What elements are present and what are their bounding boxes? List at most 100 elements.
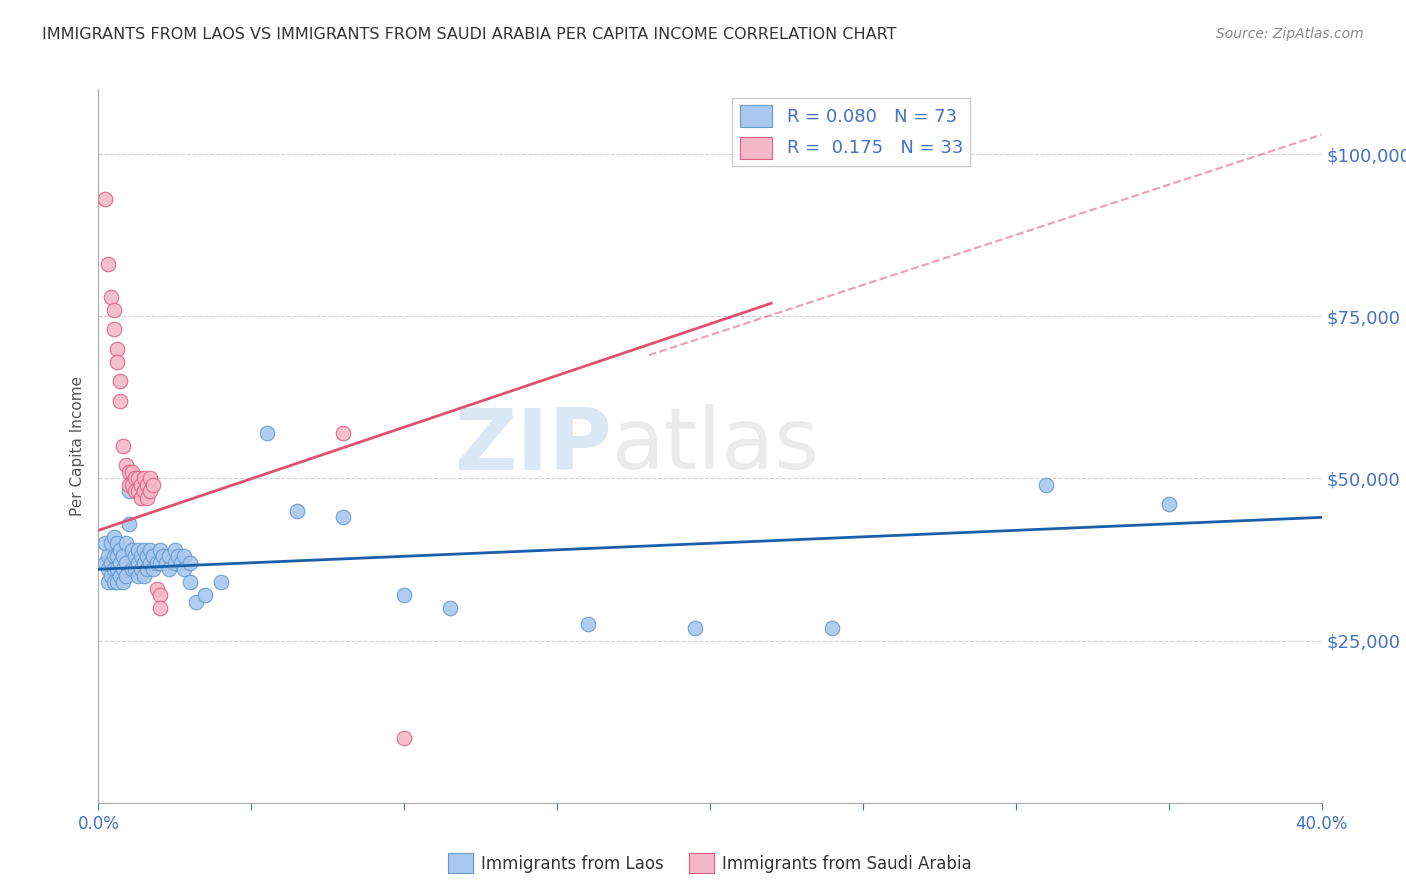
Point <box>121 562 143 576</box>
Point <box>124 562 146 576</box>
Point <box>149 601 172 615</box>
Point <box>105 536 128 550</box>
Text: atlas: atlas <box>612 404 820 488</box>
Point <box>134 556 156 570</box>
Point <box>105 562 128 576</box>
Point <box>136 549 159 564</box>
Point <box>111 562 134 576</box>
Point <box>111 575 134 590</box>
Point <box>121 465 143 479</box>
Point <box>129 478 152 492</box>
Point <box>118 478 141 492</box>
Point <box>121 542 143 557</box>
Point <box>179 556 201 570</box>
Point <box>105 549 128 564</box>
Point <box>134 568 156 582</box>
Point <box>157 549 180 564</box>
Point <box>149 556 172 570</box>
Point <box>97 549 120 564</box>
Point <box>1157 497 1180 511</box>
Point <box>105 342 128 356</box>
Point <box>111 549 134 564</box>
Point <box>332 510 354 524</box>
Point <box>167 549 190 564</box>
Point <box>163 556 186 570</box>
Point <box>124 549 146 564</box>
Point <box>127 556 149 570</box>
Point <box>97 575 120 590</box>
Point <box>93 556 115 570</box>
Point <box>170 556 193 570</box>
Point <box>145 556 167 570</box>
Point <box>103 322 125 336</box>
Point <box>285 504 308 518</box>
Point <box>142 549 165 564</box>
Point <box>103 549 125 564</box>
Point <box>139 542 162 557</box>
Point <box>142 478 165 492</box>
Point <box>108 393 131 408</box>
Point <box>1035 478 1057 492</box>
Point <box>118 516 141 531</box>
Text: Source: ZipAtlas.com: Source: ZipAtlas.com <box>1216 27 1364 41</box>
Point <box>256 425 278 440</box>
Point <box>149 542 172 557</box>
Point <box>149 588 172 602</box>
Point <box>186 595 208 609</box>
Point <box>105 575 128 590</box>
Point <box>93 536 115 550</box>
Point <box>139 556 162 570</box>
Point <box>124 471 146 485</box>
Point <box>115 568 138 582</box>
Point <box>129 562 152 576</box>
Text: ZIP: ZIP <box>454 404 612 488</box>
Point <box>105 354 128 368</box>
Point <box>93 193 115 207</box>
Point <box>103 302 125 317</box>
Point <box>155 556 177 570</box>
Point <box>142 562 165 576</box>
Text: IMMIGRANTS FROM LAOS VS IMMIGRANTS FROM SAUDI ARABIA PER CAPITA INCOME CORRELATI: IMMIGRANTS FROM LAOS VS IMMIGRANTS FROM … <box>42 27 897 42</box>
Point <box>173 549 195 564</box>
Point <box>821 621 844 635</box>
Point <box>100 290 122 304</box>
Point <box>129 491 152 505</box>
Point <box>115 556 138 570</box>
Point <box>134 542 156 557</box>
Point <box>129 549 152 564</box>
Point <box>392 731 416 745</box>
Point <box>124 484 146 499</box>
Point <box>108 568 131 582</box>
Point <box>576 617 599 632</box>
Point <box>136 491 159 505</box>
Point <box>115 536 138 550</box>
Point <box>103 562 125 576</box>
Point <box>118 484 141 499</box>
Point <box>100 536 122 550</box>
Point <box>100 568 122 582</box>
Point <box>136 478 159 492</box>
Point <box>127 568 149 582</box>
Point <box>179 575 201 590</box>
Point <box>157 562 180 576</box>
Point <box>97 257 120 271</box>
Point <box>111 439 134 453</box>
Point <box>127 542 149 557</box>
Point <box>163 542 186 557</box>
Point <box>108 556 131 570</box>
Point <box>127 471 149 485</box>
Point <box>332 425 354 440</box>
Point <box>103 575 125 590</box>
Point <box>173 562 195 576</box>
Point <box>100 556 122 570</box>
Point <box>127 484 149 499</box>
Point <box>152 549 174 564</box>
Point <box>145 582 167 596</box>
Point <box>139 484 162 499</box>
Legend: Immigrants from Laos, Immigrants from Saudi Arabia: Immigrants from Laos, Immigrants from Sa… <box>441 847 979 880</box>
Point <box>115 458 138 473</box>
Point <box>134 484 156 499</box>
Point <box>194 588 217 602</box>
Point <box>683 621 706 635</box>
Point <box>209 575 232 590</box>
